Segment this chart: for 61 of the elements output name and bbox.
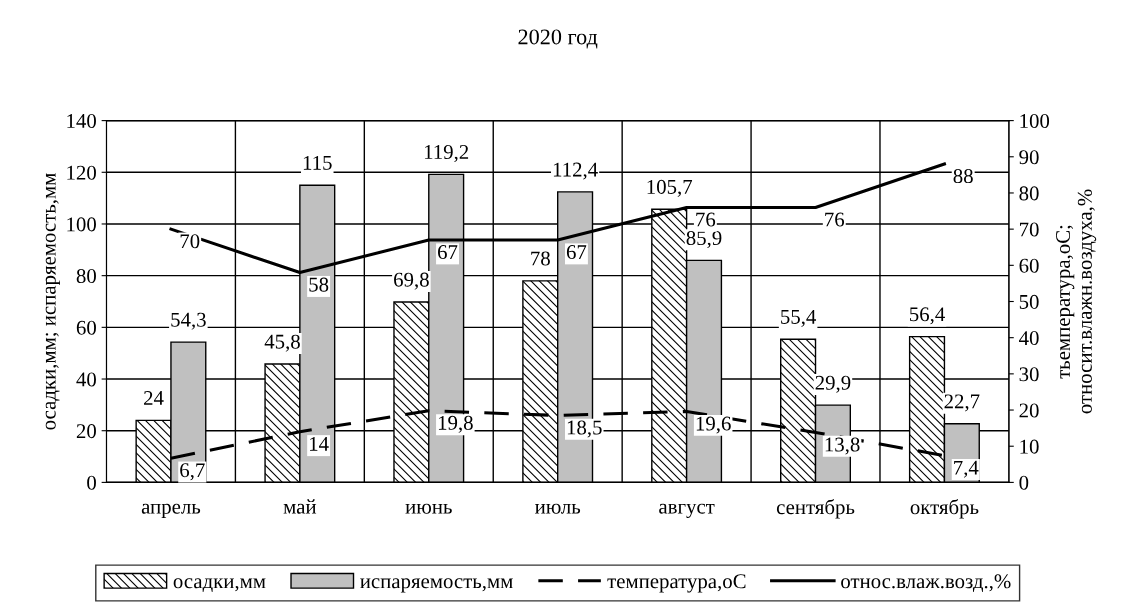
data-label: 78 xyxy=(531,251,550,266)
y-tick-label: 80 xyxy=(76,269,96,284)
y2-tick-label: 50 xyxy=(1019,294,1039,309)
data-label: 24 xyxy=(144,391,164,405)
x-tick-label: июнь xyxy=(405,503,452,514)
data-label: 115 xyxy=(303,155,332,170)
data-label: 76 xyxy=(825,212,845,227)
data-label: 69,8 xyxy=(394,272,429,290)
chart-title: 2020 год xyxy=(518,29,598,49)
y2-tick-label: 20 xyxy=(1019,403,1039,418)
y-axis-title: осадки,мм; испаряемость,мм xyxy=(45,173,60,430)
y-tick-label: 140 xyxy=(67,113,96,129)
legend-label: осадки,мм xyxy=(173,578,266,593)
data-label: 18,5 xyxy=(567,420,602,438)
y-tick-label: 0 xyxy=(87,475,96,490)
y2-tick-label: 40 xyxy=(1019,331,1039,346)
data-label: 13,8 xyxy=(825,437,860,455)
data-label: 88 xyxy=(953,169,973,184)
y-tick-label: 120 xyxy=(67,165,96,180)
data-label: 19,8 xyxy=(438,415,473,433)
x-tick-label: июль xyxy=(535,503,581,514)
data-label: 112,4 xyxy=(553,162,598,180)
data-label: 6,7 xyxy=(180,463,205,481)
data-label: 7,4 xyxy=(954,460,979,478)
data-label: 67 xyxy=(438,245,458,260)
data-label: 105,7 xyxy=(647,179,693,197)
y2-tick-label: 10 xyxy=(1020,439,1039,454)
y2-tick-label: 100 xyxy=(1020,113,1050,129)
y-tick-label: 40 xyxy=(76,372,96,387)
y2-tick-label: 60 xyxy=(1019,258,1039,273)
legend-label: испаряемость,мм xyxy=(360,578,513,593)
y-tick-label: 100 xyxy=(67,217,96,232)
y2-tick-label: 30 xyxy=(1019,367,1039,382)
y2-tick-label: 80 xyxy=(1019,186,1039,201)
x-tick-label: август xyxy=(659,503,715,518)
data-label: 54,3 xyxy=(171,312,206,330)
data-label: 29,9 xyxy=(815,375,851,393)
data-label: 67 xyxy=(566,245,587,260)
x-tick-label: октябрь xyxy=(910,499,979,519)
data-label: 76 xyxy=(696,212,716,227)
data-label: 85,9 xyxy=(686,231,722,249)
data-label: 58 xyxy=(309,277,329,292)
x-tick-label: апрель xyxy=(141,503,201,518)
y2-tick-label: 70 xyxy=(1020,222,1039,237)
legend-label: температура,оС xyxy=(607,574,746,593)
y-tick-label: 60 xyxy=(76,320,96,335)
data-label: 22,7 xyxy=(944,394,980,412)
data-label: 19,6 xyxy=(696,416,731,434)
legend-label: относ.влаж.возд.,% xyxy=(841,574,1011,593)
y-tick-label: 20 xyxy=(76,424,96,439)
data-label: 55,4 xyxy=(781,309,817,327)
y2-tick-label: 0 xyxy=(1019,475,1029,490)
data-label: 119,2 xyxy=(424,145,469,163)
y2-tick-label: 90 xyxy=(1019,150,1039,165)
x-tick-label: сентябрь xyxy=(776,499,855,519)
data-label: 14 xyxy=(310,436,329,451)
data-label: 70 xyxy=(180,234,200,249)
data-label: 56,4 xyxy=(910,307,945,325)
y2-axis-title: тьемпература,оС; относит.влажн.воздуха,% xyxy=(1056,189,1097,414)
x-tick-label: май xyxy=(283,499,317,514)
data-label: 45,8 xyxy=(264,334,300,352)
